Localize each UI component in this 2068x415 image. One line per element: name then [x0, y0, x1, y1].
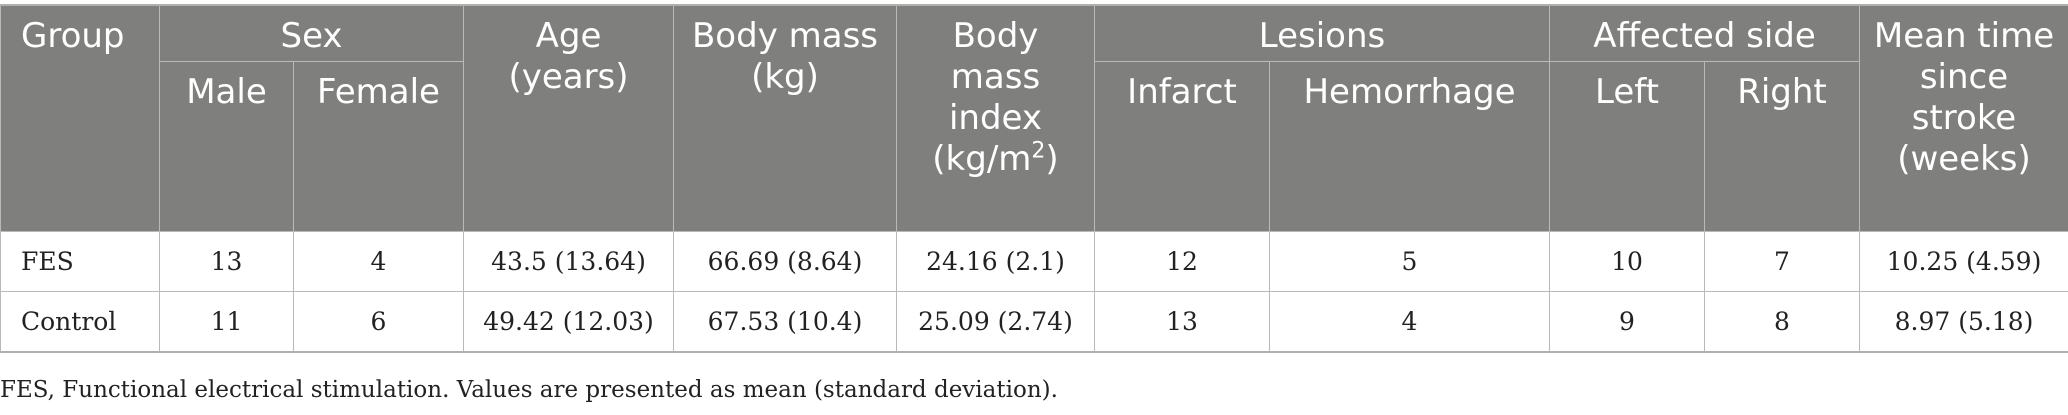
header-lesions: Lesions [1094, 4, 1550, 62]
header-left: Left [1549, 61, 1705, 232]
cell-group: Control [0, 291, 160, 353]
cell-hemorrhage: 5 [1269, 231, 1550, 292]
header-infarct: Infarct [1094, 61, 1270, 232]
cell-group: FES [0, 231, 160, 292]
cell-bmi: 24.16 (2.1) [896, 231, 1095, 292]
demographics-table: Group Sex Age (years) Body mass (kg) Bod… [0, 4, 2068, 353]
header-mean-time: Mean time since stroke (weeks) [1859, 4, 2068, 232]
cell-left: 9 [1549, 291, 1705, 353]
cell-female: 4 [293, 231, 464, 292]
header-body-mass: Body mass (kg) [673, 4, 897, 232]
cell-body-mass: 66.69 (8.64) [673, 231, 897, 292]
cell-right: 7 [1704, 231, 1860, 292]
header-bmi-close: ) [1045, 139, 1059, 179]
table-row-control: Control 11 6 49.42 (12.03) 67.53 (10.4) … [0, 291, 2068, 353]
table-header: Group Sex Age (years) Body mass (kg) Bod… [0, 4, 2068, 232]
cell-age: 49.42 (12.03) [463, 291, 674, 353]
header-bmi: Body mass index (kg/m2) [896, 4, 1095, 232]
cell-infarct: 13 [1094, 291, 1270, 353]
header-bmi-text: Body mass index (kg/m [932, 16, 1043, 179]
header-row-2: Male Female Infarct Hemorrhage Left Righ… [1, 61, 2068, 232]
header-female: Female [293, 61, 464, 232]
cell-right: 8 [1704, 291, 1860, 353]
cell-mean-time: 8.97 (5.18) [1859, 291, 2068, 353]
cell-body-mass: 67.53 (10.4) [673, 291, 897, 353]
cell-bmi: 25.09 (2.74) [896, 291, 1095, 353]
cell-hemorrhage: 4 [1269, 291, 1550, 353]
header-male: Male [159, 61, 294, 232]
demographics-table-container: Group Sex Age (years) Body mass (kg) Bod… [0, 4, 2068, 353]
cell-mean-time: 10.25 (4.59) [1859, 231, 2068, 292]
header-group: Group [0, 4, 160, 232]
cell-infarct: 12 [1094, 231, 1270, 292]
cell-age: 43.5 (13.64) [463, 231, 674, 292]
header-hemorrhage: Hemorrhage [1269, 61, 1550, 232]
cell-female: 6 [293, 291, 464, 353]
header-affected-side: Affected side [1549, 4, 1860, 62]
header-row-1: Group Sex Age (years) Body mass (kg) Bod… [0, 4, 2068, 232]
cell-male: 13 [159, 231, 294, 292]
cell-male: 11 [159, 291, 294, 353]
table-footnote: FES, Functional electrical stimulation. … [0, 377, 1058, 403]
table-row-fes: FES 13 4 43.5 (13.64) 66.69 (8.64) 24.16… [0, 231, 2068, 292]
header-bmi-superscript: 2 [1031, 138, 1046, 164]
header-right: Right [1704, 61, 1860, 232]
table-body: FES 13 4 43.5 (13.64) 66.69 (8.64) 24.16… [0, 231, 2068, 353]
header-sex: Sex [159, 4, 464, 62]
header-age: Age (years) [463, 4, 674, 232]
cell-left: 10 [1549, 231, 1705, 292]
